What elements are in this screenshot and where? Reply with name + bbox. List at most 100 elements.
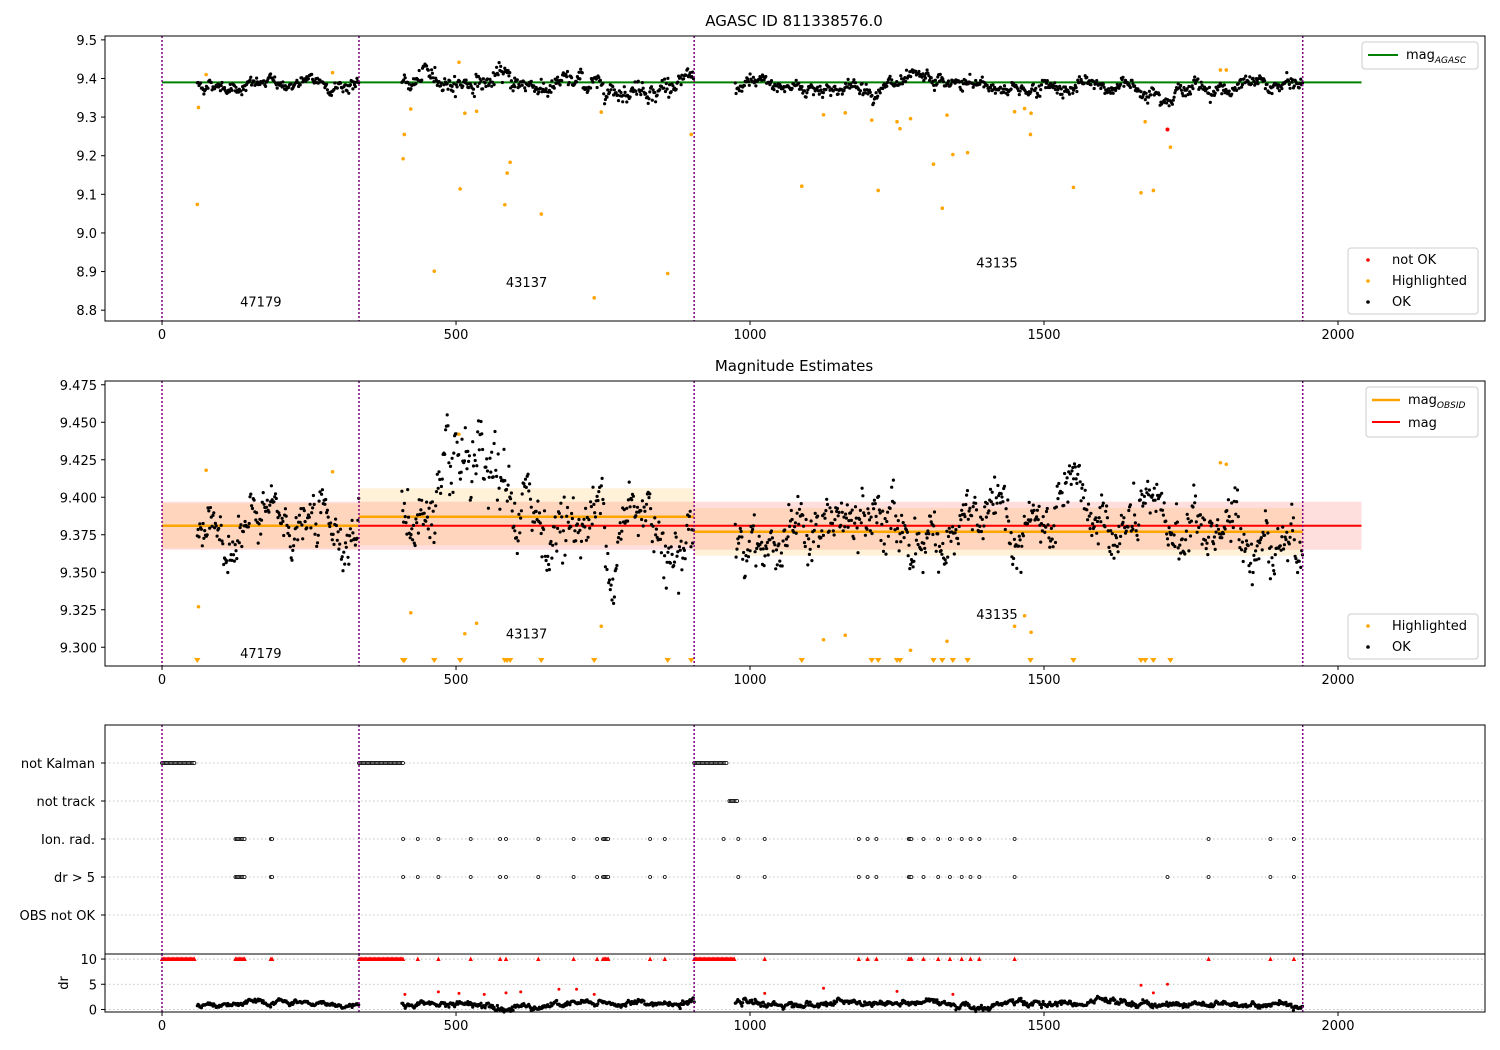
ok-point [1112, 556, 1116, 560]
dr-outlier-point [575, 987, 579, 991]
ok-point [744, 80, 748, 84]
agasc-legend-ok-marker [1366, 300, 1370, 304]
ok-point [631, 494, 636, 498]
ok-point [1238, 546, 1242, 550]
ok-point [533, 520, 537, 524]
ok-point [806, 88, 810, 92]
ok-point [833, 84, 837, 88]
obsid-annotation: 43137 [506, 627, 547, 642]
ok-point [1075, 89, 1079, 94]
ok-point [1126, 525, 1130, 529]
flag-point [1206, 837, 1211, 841]
ok-point [470, 480, 474, 484]
ok-point [567, 81, 571, 85]
ok-point [450, 84, 454, 88]
ok-point [492, 1005, 496, 1009]
flag-point [436, 837, 441, 841]
ok-point [300, 523, 304, 527]
ok-point [1096, 542, 1100, 546]
highlighted-point [503, 202, 507, 207]
ok-point [1143, 501, 1147, 505]
ok-point [895, 540, 899, 544]
ok-point [1041, 999, 1045, 1004]
ok-point [1029, 90, 1033, 94]
ok-point [495, 1003, 499, 1008]
ok-point [292, 544, 296, 548]
highlighted-point [1012, 109, 1017, 114]
ok-point [663, 89, 668, 94]
ok-point [909, 562, 913, 567]
ok-point [351, 87, 355, 91]
ok-point [445, 82, 449, 86]
flag-point [468, 875, 473, 879]
x-tick-label: 1500 [1027, 1019, 1060, 1034]
ok-point [513, 529, 517, 533]
off-scale-marker [506, 658, 514, 663]
ok-point [264, 509, 268, 513]
ok-point [655, 93, 659, 97]
ok-point [1004, 507, 1008, 511]
ok-point [807, 552, 812, 557]
ok-point [978, 524, 982, 529]
ok-point [971, 85, 975, 89]
ok-point [741, 557, 745, 561]
ok-point [1151, 87, 1156, 91]
ok-point [1208, 100, 1212, 104]
ok-point [1063, 471, 1067, 476]
ok-point [653, 90, 657, 95]
ok-point [668, 561, 673, 565]
ok-point [1255, 544, 1259, 548]
ok-point [624, 1004, 628, 1008]
ok-point [758, 1001, 762, 1005]
highlighted-point [908, 116, 913, 121]
ok-point [916, 542, 920, 547]
ok-point [437, 80, 441, 84]
ok-point [1280, 87, 1284, 91]
ok-point [447, 461, 451, 465]
ok-point [1055, 1004, 1059, 1008]
dr-clipped-marker [242, 956, 247, 962]
ok-point [824, 509, 828, 513]
ok-point [886, 80, 890, 84]
ok-point [346, 555, 350, 559]
dr-clipped-marker [1012, 956, 1017, 962]
ok-point [845, 503, 849, 507]
ok-point [538, 521, 542, 525]
highlighted-point [196, 604, 201, 609]
ok-point [1031, 503, 1035, 507]
ok-point [552, 525, 556, 529]
ok-point [289, 82, 293, 86]
ok-point [994, 496, 998, 500]
ok-point [258, 82, 262, 87]
dr-clipped-marker [909, 956, 914, 962]
flag-point [504, 837, 508, 841]
ok-point [292, 537, 296, 541]
ok-point [602, 92, 606, 96]
ok-point [1266, 531, 1270, 535]
ok-point [660, 78, 664, 83]
ok-point [765, 540, 770, 545]
ok-point [1054, 84, 1058, 89]
highlighted-point [1028, 132, 1033, 137]
flag-point [1012, 837, 1017, 841]
ok-point [851, 80, 855, 84]
ok-point [542, 527, 546, 532]
ok-point [616, 540, 620, 544]
ok-point [1230, 519, 1235, 523]
ok-point [652, 550, 656, 554]
ok-point [894, 514, 898, 518]
dr-clipped-marker [1268, 956, 1273, 962]
ok-point [1248, 570, 1252, 574]
ok-point [784, 537, 789, 541]
ok-point [237, 541, 241, 545]
obsid-annotation: 43137 [506, 276, 547, 291]
ok-point [488, 456, 492, 460]
ok-point [1044, 525, 1048, 529]
ok-point [303, 520, 307, 524]
ok-point [496, 73, 500, 77]
ok-point [925, 68, 929, 72]
ok-point [1239, 77, 1243, 82]
ok-point [200, 544, 204, 548]
